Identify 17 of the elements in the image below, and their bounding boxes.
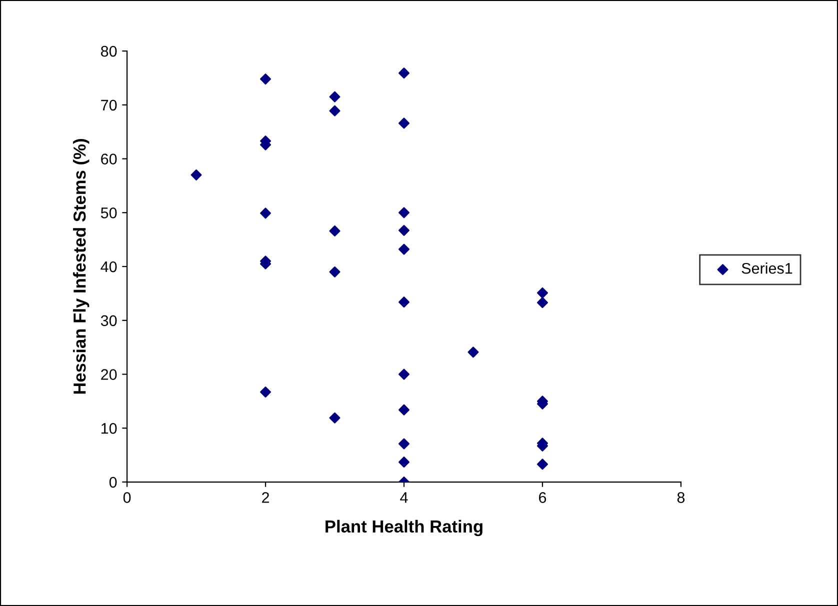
y-tick-label: 0	[109, 476, 117, 488]
y-tick-label: 80	[100, 46, 117, 57]
y-tick-label: 30	[100, 315, 117, 326]
y-tick-label: 50	[100, 208, 117, 218]
x-tick-label: 6	[539, 492, 546, 503]
y-tick-label: 10	[101, 423, 117, 434]
x-tick-label: 4	[400, 492, 408, 503]
y-tick-label: 20	[101, 369, 117, 380]
y-tick-label: 70	[101, 100, 117, 111]
y-tick-label: 60	[101, 154, 117, 164]
x-tick-label: 0	[123, 492, 131, 503]
x-tick-label: 8	[677, 492, 685, 503]
legend-label: Series1	[742, 262, 792, 274]
x-tick-label: 2	[262, 492, 269, 503]
y-tick-label: 40	[100, 261, 117, 272]
y-axis-title: Hessian Fly Infested Stems (%)	[73, 139, 90, 394]
x-axis-title: Plant Health Rating	[326, 520, 482, 536]
